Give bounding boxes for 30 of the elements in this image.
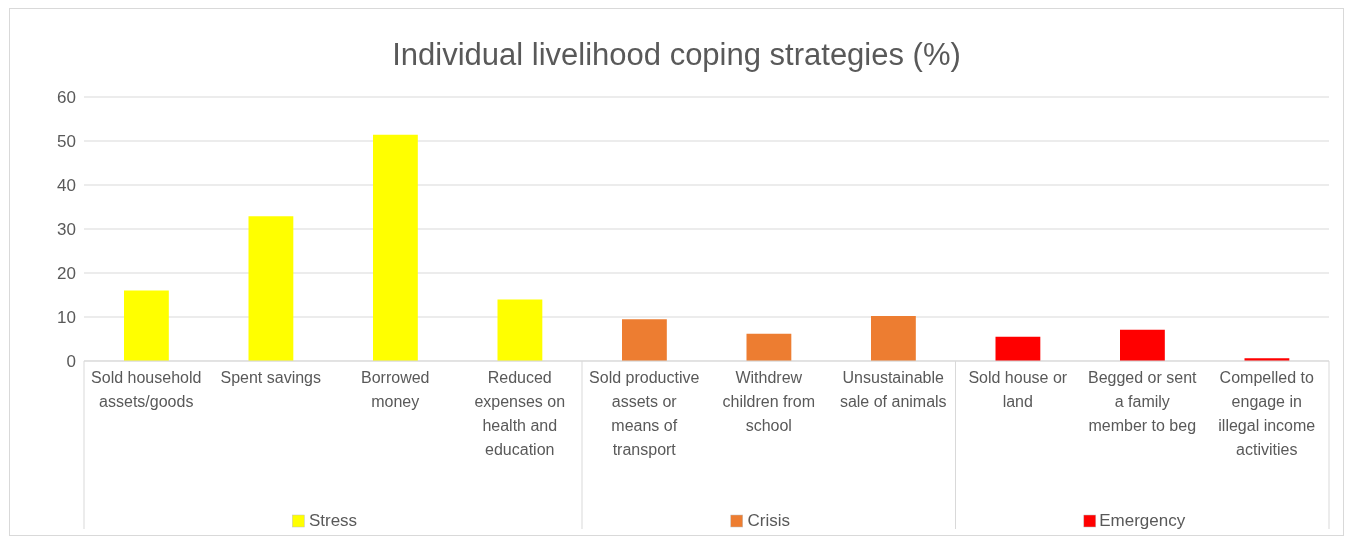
bar [995,336,1041,361]
bar [622,319,667,361]
y-tick-label: 10 [57,308,76,328]
y-tick-label: 60 [57,88,76,108]
x-tick-label: Sold house or land [968,369,1068,410]
y-tick-label: 40 [57,176,76,196]
bar [871,316,916,361]
x-tick-label: Withdrew children from school [722,369,815,434]
bar [373,134,418,361]
y-tick-label: 0 [66,352,76,372]
x-tick-label: Spent savings [220,369,322,386]
chart-title: Individual livelihood coping strategies (%) [391,37,962,73]
y-tick-label: 30 [57,220,76,240]
y-tick-label: 20 [57,264,76,284]
x-tick-label: Unsustainable sale of animals [839,369,947,410]
legend-label: Crisis [747,511,790,530]
legend-label: Stress [308,511,358,530]
x-tick-label: Sold household assets/goods [91,369,202,410]
legend-label: Emergency [1099,511,1186,530]
x-tick-label: Borrowed money [361,369,430,410]
x-tick-label: Sold productive assets or means of transport [589,369,700,458]
bar [248,216,294,361]
bar [1120,329,1165,361]
bar [124,290,169,361]
x-tick-label: Reduced expenses on health and education [474,369,566,458]
bar [746,333,792,361]
bar [497,299,543,361]
x-tick-label: Compelled to engage in illegal income activities [1218,369,1316,458]
x-tick-label: Begged or sent a family member to beg [1087,369,1198,434]
y-tick-label: 50 [57,132,76,152]
